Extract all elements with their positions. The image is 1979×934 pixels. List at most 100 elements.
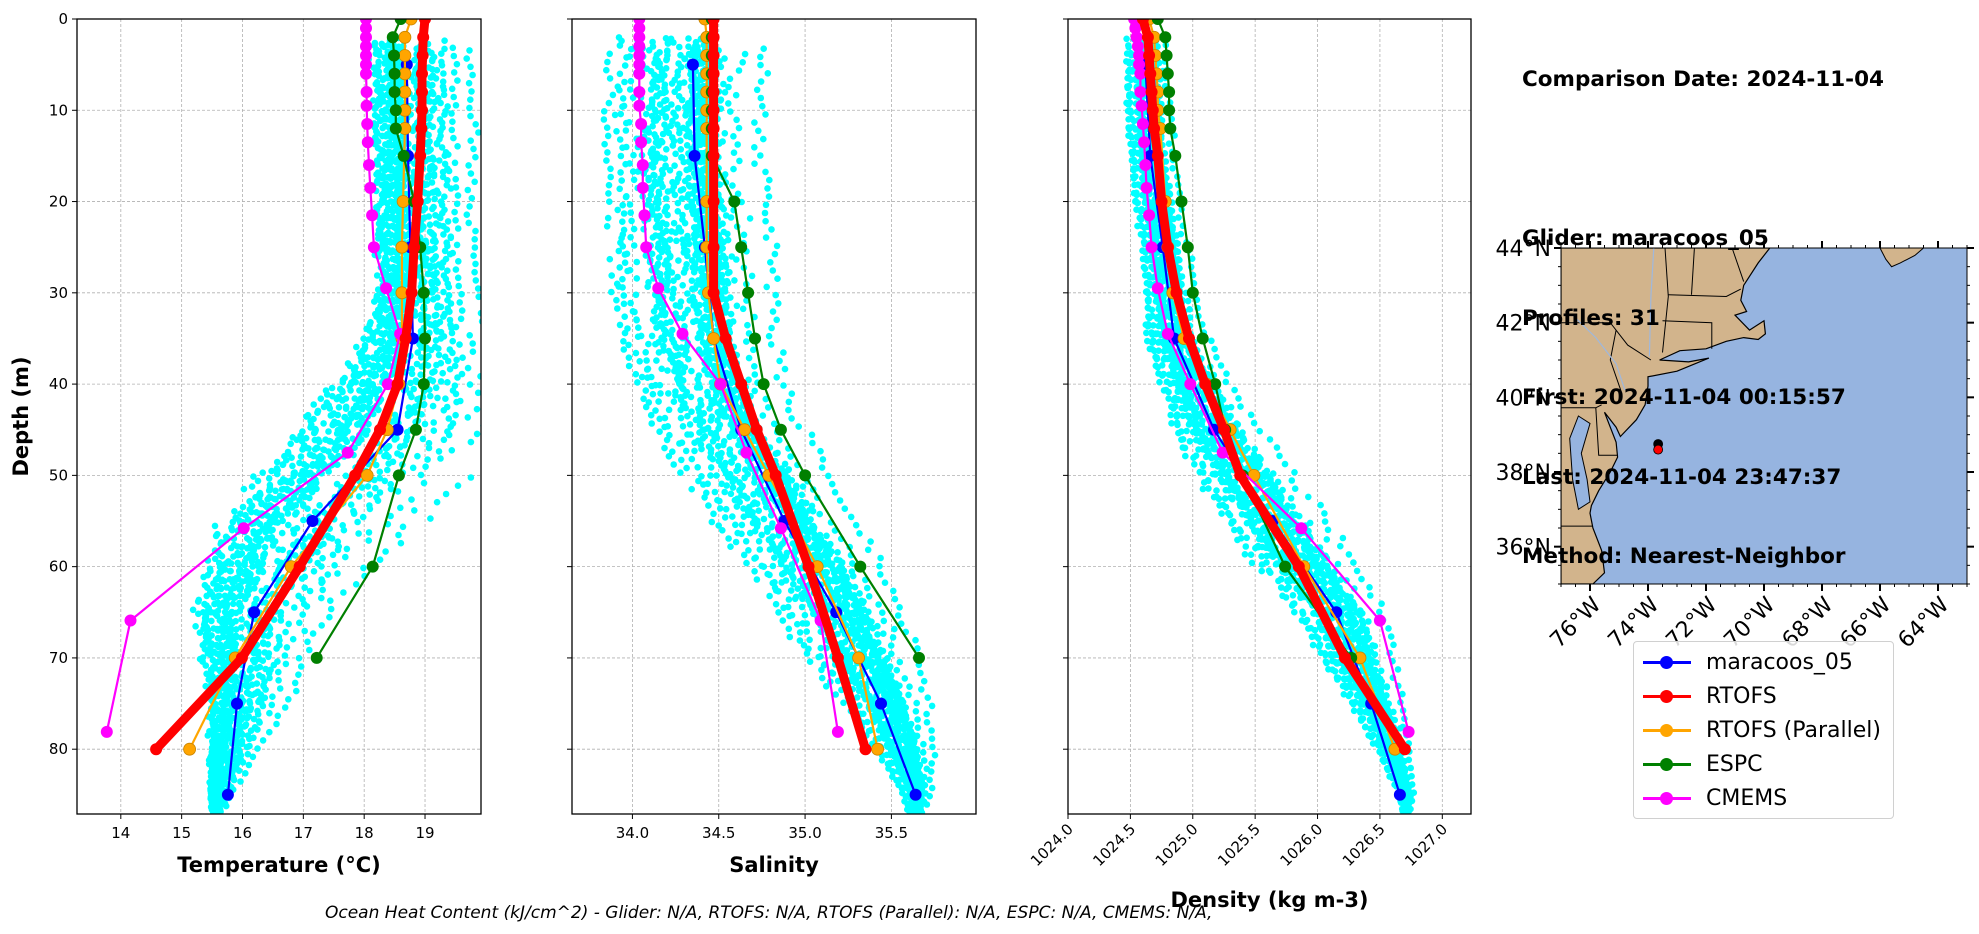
glider-scatter-point <box>251 724 259 731</box>
glider-scatter-point <box>655 254 663 261</box>
glider-scatter-point <box>207 608 215 616</box>
glider-scatter-point <box>817 644 825 652</box>
glider-scatter-point <box>800 642 808 649</box>
glider-scatter-point <box>355 530 362 537</box>
glider-scatter-point <box>636 358 643 365</box>
data-point <box>397 149 410 162</box>
glider-scatter-point <box>425 64 433 71</box>
glider-scatter-point <box>836 497 844 504</box>
glider-scatter-point <box>670 461 677 468</box>
data-point <box>231 697 243 710</box>
glider-scatter-point <box>427 392 434 400</box>
glider-scatter-point <box>304 411 312 419</box>
glider-scatter-point <box>364 483 372 490</box>
glider-scatter-point <box>803 620 811 627</box>
glider-scatter-point <box>464 186 472 194</box>
glider-scatter-point <box>354 518 361 526</box>
glider-scatter-point <box>666 431 673 439</box>
glider-scatter-point <box>751 144 758 151</box>
glider-scatter-point <box>300 476 308 483</box>
glider-scatter-point <box>666 167 674 174</box>
glider-scatter-point <box>729 484 737 491</box>
glider-scatter-point <box>358 484 366 491</box>
data-point <box>361 118 374 130</box>
glider-scatter-point <box>757 94 765 102</box>
glider-scatter-point <box>446 346 454 353</box>
glider-scatter-point <box>340 526 348 534</box>
glider-scatter-point <box>456 341 463 348</box>
glider-scatter-point <box>764 70 772 77</box>
glider-scatter-point <box>478 318 481 325</box>
glider-scatter-point <box>453 241 461 249</box>
glider-scatter-point <box>233 765 240 772</box>
glider-scatter-point <box>449 118 456 125</box>
glider-scatter-point <box>381 370 389 378</box>
glider-scatter-point <box>508 433 515 440</box>
glider-scatter-point <box>299 611 307 618</box>
glider-scatter-point <box>227 567 234 575</box>
glider-scatter-point <box>671 88 678 96</box>
glider-scatter-point <box>912 636 919 644</box>
glider-scatter-point <box>762 168 769 176</box>
glider-scatter-point <box>247 579 254 586</box>
data-point <box>417 378 430 391</box>
glider-scatter-point <box>864 546 872 554</box>
glider-scatter-point <box>713 472 720 479</box>
glider-scatter-point <box>341 413 348 421</box>
glider-scatter-point <box>380 149 387 156</box>
glider-scatter-point <box>928 702 936 710</box>
glider-scatter-point <box>375 406 382 414</box>
glider-scatter-point <box>360 335 367 343</box>
data-point <box>404 19 418 26</box>
glider-scatter-point <box>214 781 222 788</box>
glider-scatter-point <box>433 140 441 148</box>
glider-scatter-point <box>620 346 628 353</box>
glider-scatter-point <box>273 458 281 466</box>
glider-scatter-point <box>212 576 220 583</box>
glider-scatter-point <box>299 428 306 435</box>
glider-scatter-point <box>453 356 460 364</box>
glider-scatter-point <box>434 394 441 402</box>
glider-scatter-point <box>715 425 722 432</box>
glider-scatter-point <box>780 382 787 389</box>
glider-scatter-point <box>437 132 444 140</box>
glider-scatter-point <box>444 305 452 312</box>
glider-scatter-point <box>645 279 652 286</box>
glider-scatter-point <box>444 280 452 288</box>
glider-scatter-point <box>452 102 460 109</box>
glider-scatter-point <box>327 605 335 613</box>
y-tick-label: 10 <box>49 101 68 119</box>
glider-scatter-point <box>414 452 421 460</box>
glider-scatter-point <box>372 484 379 492</box>
glider-scatter-point <box>393 280 401 287</box>
glider-scatter-point <box>275 546 283 553</box>
glider-scatter-point <box>335 543 343 550</box>
glider-scatter-point <box>781 460 789 468</box>
glider-scatter-point <box>632 370 640 378</box>
glider-scatter-point <box>433 277 440 285</box>
glider-scatter-point <box>357 354 365 362</box>
glider-scatter-point <box>237 634 245 641</box>
glider-scatter-point <box>690 302 697 309</box>
glider-scatter-point <box>444 379 451 386</box>
glider-scatter-point <box>314 548 321 556</box>
glider-scatter-point <box>425 352 432 360</box>
glider-scatter-point <box>442 107 449 115</box>
glider-scatter-point <box>212 659 219 667</box>
glider-scatter-point <box>722 255 729 262</box>
data-point <box>398 67 412 81</box>
glider-scatter-point <box>282 628 289 636</box>
glider-scatter-point <box>788 477 796 484</box>
glider-scatter-point <box>647 191 655 199</box>
glider-scatter-point <box>762 111 769 118</box>
data-point <box>411 195 424 208</box>
glider-scatter-point <box>259 469 267 477</box>
glider-scatter-point <box>301 573 309 581</box>
glider-scatter-point <box>414 349 422 356</box>
glider-scatter-point <box>285 521 292 529</box>
glider-scatter-point <box>507 409 514 416</box>
glider-scatter-point <box>211 600 218 608</box>
data-point <box>392 469 405 482</box>
glider-scatter-point <box>235 584 243 591</box>
glider-scatter-point <box>328 535 336 542</box>
